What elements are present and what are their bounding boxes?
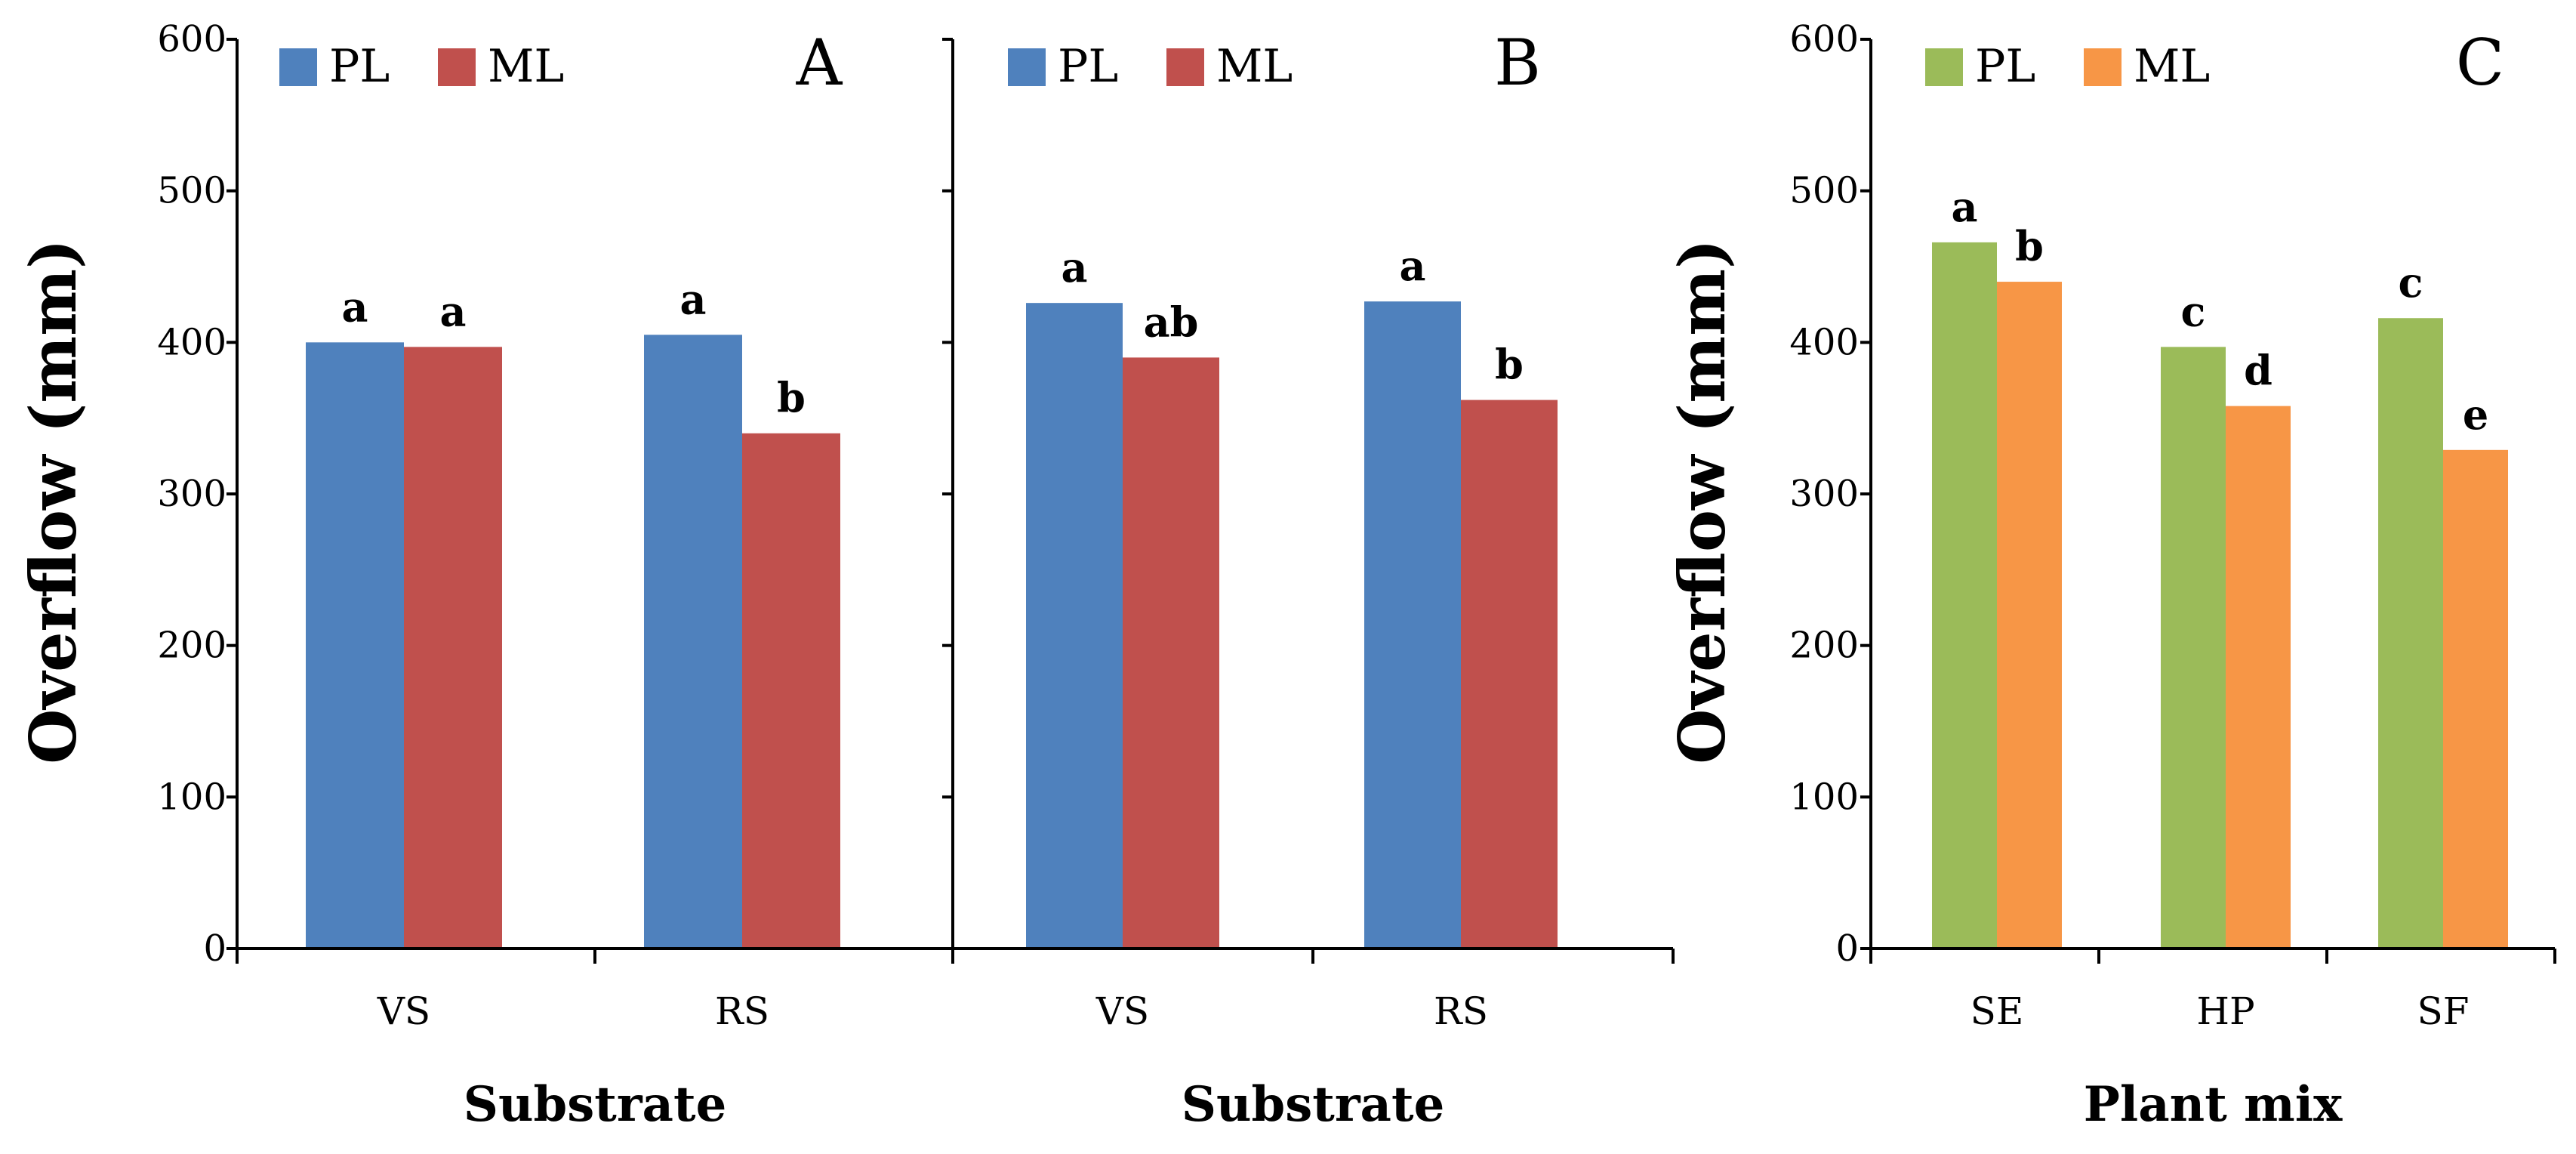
y-tick-label-C-400: 400	[1789, 321, 1859, 363]
x-tick-label-B-RS: RS	[1434, 989, 1488, 1033]
bar-C-PL-SF	[2378, 318, 2443, 949]
legend-swatch-A-ML	[438, 48, 476, 86]
y-tick-label-A-0: 0	[203, 927, 226, 970]
x-axis-title-A: Substrate	[464, 1076, 727, 1133]
y-tick-label-C-100: 100	[1789, 776, 1859, 818]
x-tick-label-C-HP: HP	[2196, 989, 2254, 1033]
legend-swatch-C-PL	[1925, 48, 1963, 86]
y-tick-label-C-600: 600	[1789, 18, 1859, 60]
legend-label-C-ML: ML	[2134, 40, 2210, 93]
x-tick-label-B-VS: VS	[1095, 989, 1149, 1033]
y-tick-label-A-300: 300	[157, 473, 226, 515]
panel-letter-A: A	[796, 26, 843, 100]
sig-label-B-ML-VS: ab	[1144, 298, 1199, 346]
bar-C-ML-SE	[1997, 282, 2062, 949]
bar-B-PL-VS	[1026, 303, 1123, 949]
bar-A-PL-VS	[306, 342, 404, 949]
sig-label-B-PL-RS: a	[1400, 242, 1426, 290]
x-tick-label-C-SE: SE	[1971, 989, 2024, 1033]
sig-label-C-ML-SF: e	[2463, 390, 2488, 439]
bar-A-ML-RS	[742, 433, 840, 949]
bar-A-ML-VS	[404, 347, 502, 949]
legend-label-B-ML: ML	[1216, 40, 1293, 93]
y-tick-label-C-0: 0	[1835, 927, 1859, 970]
panel-letter-C: C	[2456, 26, 2504, 100]
sig-label-A-PL-VS: a	[342, 282, 368, 331]
legend-swatch-C-ML	[2084, 48, 2122, 86]
legend-swatch-B-ML	[1166, 48, 1204, 86]
sig-label-B-PL-VS: a	[1062, 243, 1088, 292]
y-tick-label-C-200: 200	[1789, 625, 1859, 667]
bar-B-ML-VS	[1123, 357, 1219, 949]
legend-label-C-PL: PL	[1975, 40, 2035, 93]
sig-label-C-PL-SE: a	[1952, 183, 1978, 231]
legend-swatch-B-PL	[1008, 48, 1046, 86]
y-tick-label-A-400: 400	[157, 321, 226, 363]
x-tick-label-A-VS: VS	[377, 989, 430, 1033]
y-axis-title-C: Overflow (mm)	[1665, 239, 1739, 764]
y-tick-label-A-600: 600	[157, 18, 226, 60]
y-tick-label-A-500: 500	[157, 170, 226, 212]
y-tick-label-C-500: 500	[1789, 170, 1859, 212]
sig-label-B-ML-RS: b	[1495, 341, 1524, 389]
bar-C-ML-HP	[2226, 406, 2291, 949]
sig-label-C-ML-SE: b	[2015, 222, 2044, 270]
sig-label-C-PL-HP: c	[2181, 287, 2206, 335]
bar-C-ML-SF	[2443, 449, 2508, 949]
x-tick-label-C-SF: SF	[2417, 989, 2470, 1033]
bar-A-PL-RS	[644, 335, 742, 949]
bar-B-PL-RS	[1364, 301, 1461, 949]
bar-C-PL-SE	[1932, 242, 1997, 949]
legend-label-A-ML: ML	[488, 40, 564, 93]
legend-swatch-A-PL	[279, 48, 317, 86]
bar-C-PL-HP	[2161, 347, 2226, 949]
sig-label-C-PL-SF: c	[2399, 258, 2423, 307]
panel-letter-B: B	[1494, 26, 1541, 100]
sig-label-A-ML-RS: b	[777, 374, 806, 422]
sig-label-A-PL-RS: a	[680, 275, 707, 323]
x-axis-title-B: Substrate	[1182, 1076, 1445, 1133]
y-tick-label-C-300: 300	[1789, 473, 1859, 515]
sig-label-C-ML-HP: d	[2244, 347, 2272, 395]
legend-label-A-PL: PL	[329, 40, 390, 93]
y-tick-label-A-100: 100	[157, 776, 226, 818]
x-tick-label-A-RS: RS	[715, 989, 769, 1033]
legend-label-B-PL: PL	[1058, 40, 1118, 93]
x-axis-title-C: Plant mix	[2084, 1076, 2343, 1133]
y-axis-title-A: Overflow (mm)	[16, 239, 91, 764]
sig-label-A-ML-VS: a	[440, 287, 467, 335]
bar-B-ML-RS	[1461, 400, 1558, 949]
y-tick-label-A-200: 200	[157, 625, 226, 667]
